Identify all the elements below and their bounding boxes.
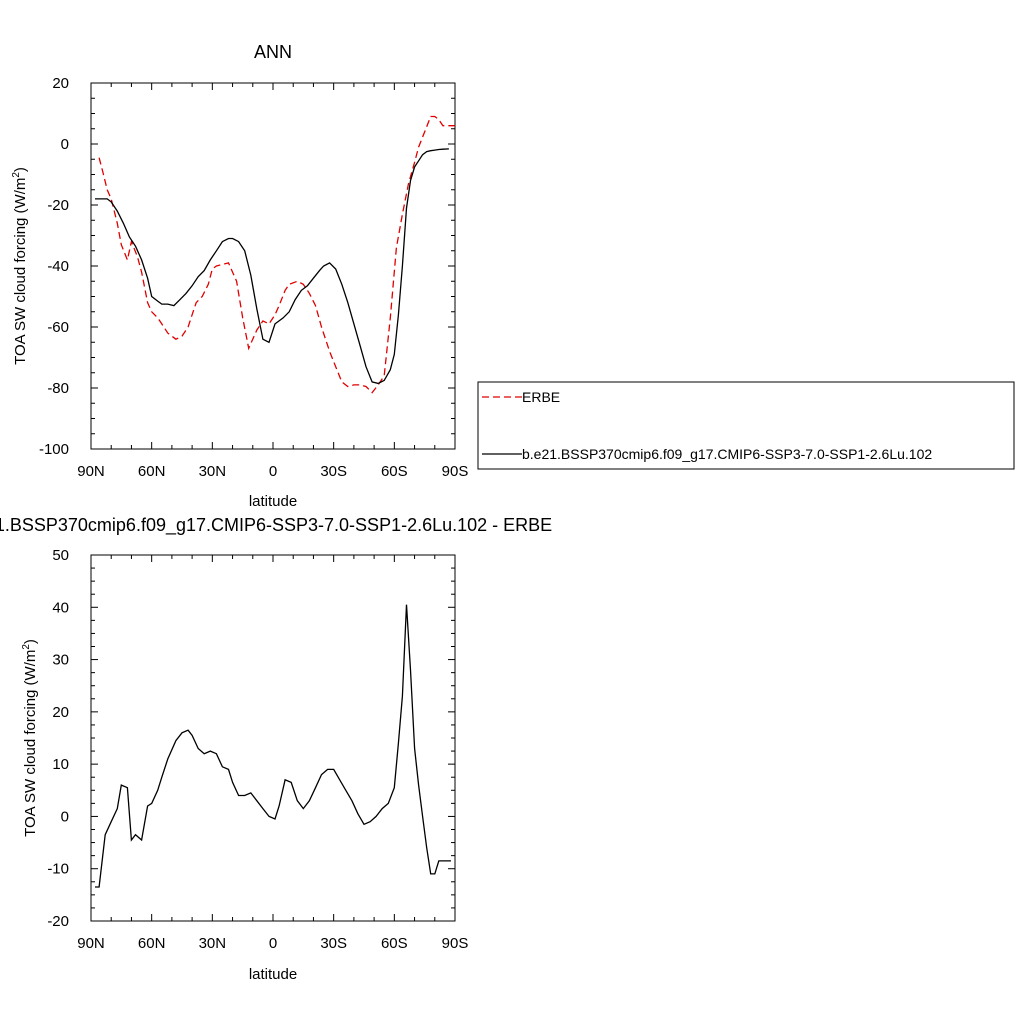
legend-box <box>477 381 1015 470</box>
x-tick-label: 30N <box>199 463 227 480</box>
top-y-axis-label: TOA SW cloud forcing (W/m2) <box>11 167 29 365</box>
x-tick-label: 30S <box>320 463 347 480</box>
legend-label-model: b.e21.BSSP370cmip6.f09_g17.CMIP6-SSP3-7.… <box>522 446 932 462</box>
x-tick-label: 90S <box>442 935 469 952</box>
x-tick-label: 60N <box>138 935 166 952</box>
y-tick-label: -60 <box>47 319 69 336</box>
top-series-line-0 <box>98 115 455 394</box>
x-tick-label: 90S <box>442 463 469 480</box>
top-series-line-1 <box>95 148 449 385</box>
y-tick-label: -20 <box>47 197 69 214</box>
bottom-plot-frame <box>90 554 456 922</box>
x-tick-label: 60S <box>381 463 408 480</box>
y-tick-label: -80 <box>47 380 69 397</box>
x-tick-label: 0 <box>269 935 277 952</box>
x-tick-label: 30N <box>199 935 227 952</box>
top-chart-title: ANN <box>254 42 292 62</box>
top-series <box>95 115 455 394</box>
bottom-panel: b.e21.BSSP370cmip6.f09_g17.CMIP6-SSP3-7.… <box>0 515 552 983</box>
bottom-chart-title: b.e21.BSSP370cmip6.f09_g17.CMIP6-SSP3-7.… <box>0 515 552 536</box>
bottom-series-line-0 <box>95 604 451 888</box>
y-tick-label: 20 <box>52 75 69 92</box>
bottom-y-axis-label: TOA SW cloud forcing (W/m2) <box>21 639 39 837</box>
top-panel: ANN 90N 60N 30N 0 30S 60S 90S 20 0 -20 -40 -60 -80 -1… <box>11 42 468 510</box>
y-tick-label: -20 <box>47 913 69 930</box>
y-tick-label: 50 <box>52 547 69 564</box>
y-tick-label: 30 <box>52 652 69 669</box>
x-tick-label: 90N <box>77 935 105 952</box>
bottom-series <box>95 604 451 888</box>
x-tick-label: 60N <box>138 463 166 480</box>
x-tick-label: 0 <box>269 463 277 480</box>
legend: ERBE b.e21.BSSP370cmip6.f09_g17.CMIP6-SS… <box>477 381 1015 470</box>
y-tick-label: 20 <box>52 704 69 721</box>
bottom-x-axis-label: latitude <box>249 966 297 983</box>
x-tick-label: 60S <box>381 935 408 952</box>
y-tick-label: -10 <box>47 861 69 878</box>
top-ticks: 90N 60N 30N 0 30S 60S 90S 20 0 -20 -40 -60 -80 -100 <box>39 75 468 480</box>
x-tick-label: 30S <box>320 935 347 952</box>
top-plot-frame <box>90 82 456 450</box>
y-tick-label: -40 <box>47 258 69 275</box>
y-tick-label: 40 <box>52 599 69 616</box>
y-tick-label: 0 <box>61 808 69 825</box>
y-tick-label: 10 <box>52 756 69 773</box>
y-tick-label: 0 <box>61 136 69 153</box>
x-tick-label: 90N <box>77 463 105 480</box>
top-x-axis-label: latitude <box>249 493 297 510</box>
bottom-ticks: 90N 60N 30N 0 30S 60S 90S 50 40 30 20 10 0 -10 -20 <box>47 547 468 952</box>
y-tick-label: -100 <box>39 441 69 458</box>
legend-label-erbe: ERBE <box>522 389 560 405</box>
